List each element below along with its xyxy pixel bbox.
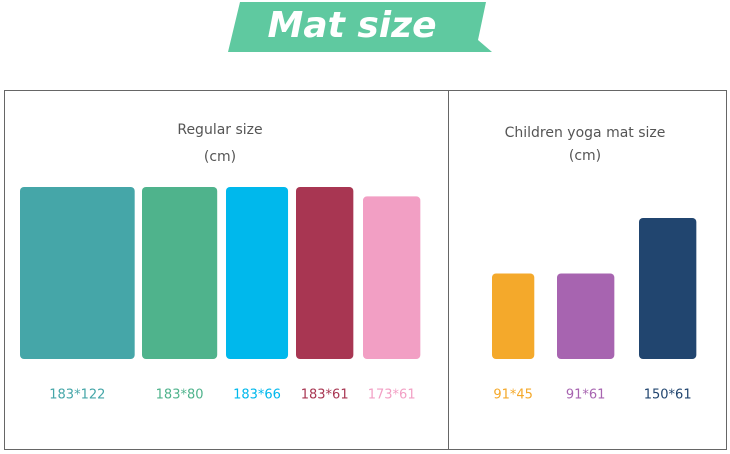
mat xyxy=(639,218,697,359)
mat-label: 183*80 xyxy=(156,388,204,403)
mat-label: 183*122 xyxy=(49,388,105,403)
mat xyxy=(363,196,421,359)
mat xyxy=(20,186,135,359)
section-unit: (cm) xyxy=(569,148,601,164)
mat xyxy=(296,186,354,359)
mat xyxy=(557,273,615,359)
mat-label: 183*66 xyxy=(233,388,281,403)
mat xyxy=(492,273,535,359)
mat-label: 91*61 xyxy=(566,388,606,403)
title: Mat size xyxy=(268,5,437,46)
section-title: Regular size xyxy=(177,122,262,138)
title-banner xyxy=(228,2,492,52)
mat-label: 183*61 xyxy=(301,388,349,403)
mat xyxy=(226,186,289,359)
mat-label: 173*61 xyxy=(368,388,416,403)
section-title: Children yoga mat size xyxy=(505,125,666,141)
mat-label: 150*61 xyxy=(644,388,692,403)
frame xyxy=(4,90,727,450)
mat-label: 91*45 xyxy=(493,388,533,403)
section-unit: (cm) xyxy=(204,149,236,165)
mat xyxy=(142,186,218,359)
